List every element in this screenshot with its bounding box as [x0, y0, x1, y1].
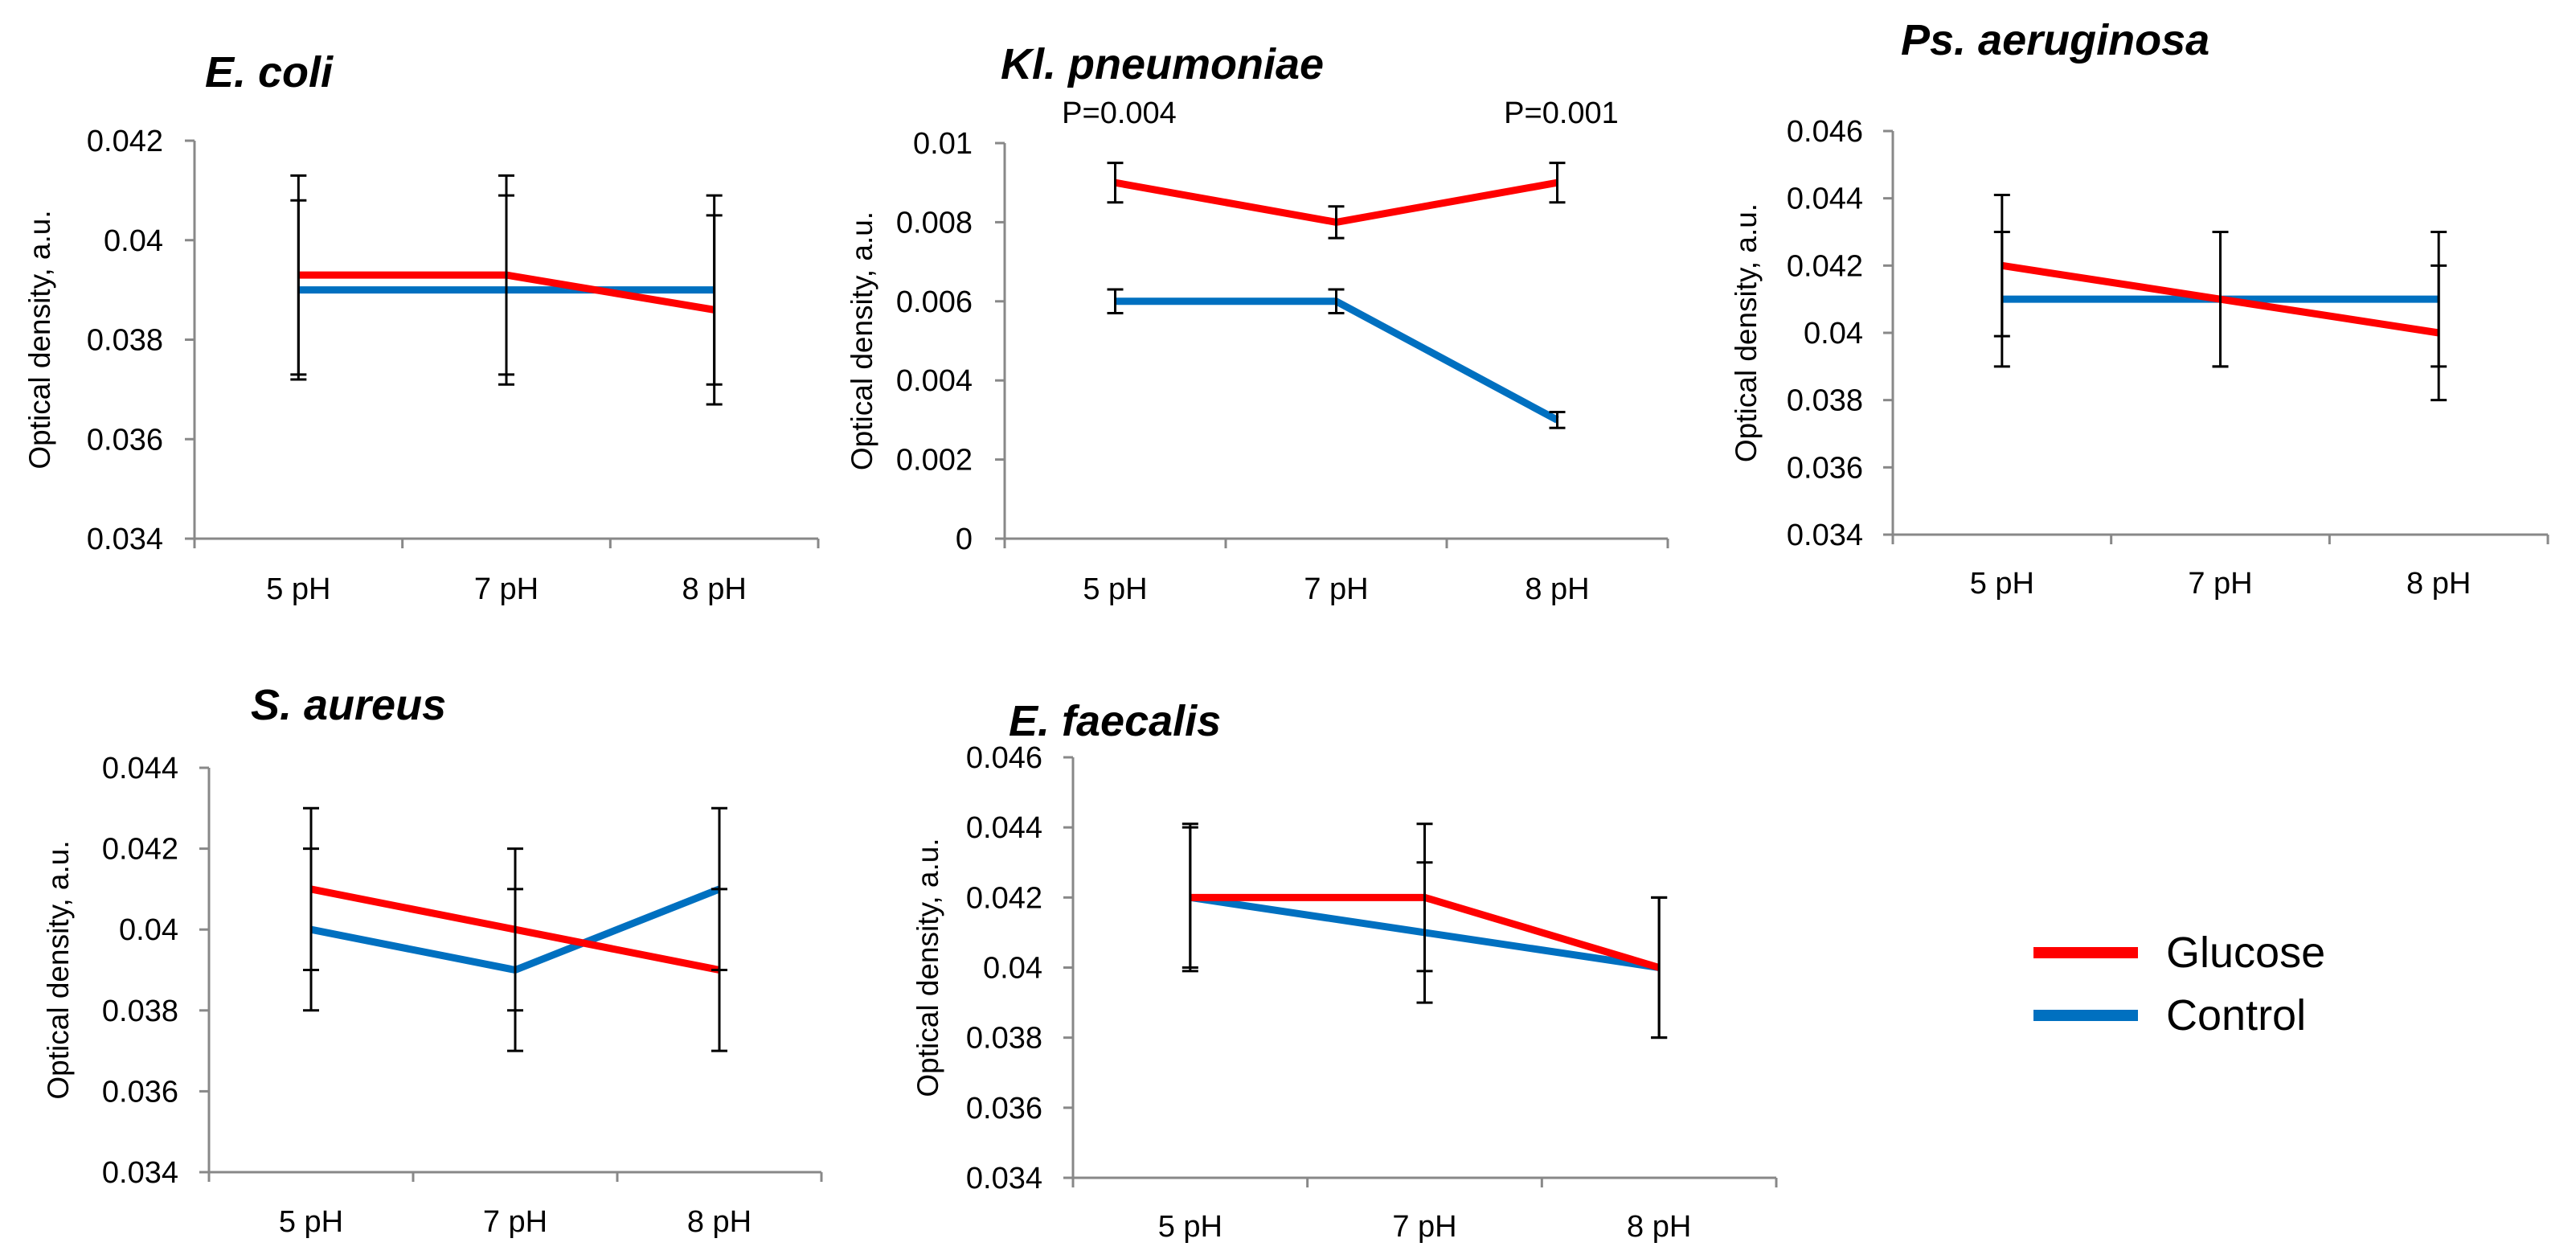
error-bar-control [1651, 896, 1668, 1040]
y-tick-label: 0.008 [896, 206, 973, 240]
y-tick-label: 0.004 [896, 364, 973, 398]
chart-panel: Ps. aeruginosa Optical density, a.u. 0.034… [1730, 16, 2549, 601]
x-tick-label: 5 pH [1158, 1210, 1222, 1244]
x-tick-label: 7 pH [2188, 567, 2252, 601]
x-tick-label: 7 pH [474, 572, 539, 606]
y-tick-label: 0.044 [1787, 182, 1863, 216]
y-tick-label: 0.04 [983, 952, 1042, 986]
error-bar-glucose [1107, 162, 1124, 204]
chart-title: E. faecalis [1009, 697, 1221, 745]
error-bar-control [498, 194, 514, 386]
y-axis-label: Optical density, a.u. [1730, 203, 1763, 462]
x-tick-label: 8 pH [1627, 1210, 1691, 1244]
x-tick-label: 7 pH [1392, 1210, 1456, 1244]
y-tick-label: 0.038 [966, 1022, 1042, 1056]
y-tick-label: 0.038 [1787, 384, 1863, 418]
y-axis-label: Optical density, a.u. [23, 210, 56, 469]
y-tick-label: 0.036 [966, 1092, 1042, 1126]
p-value-annotation: P=0.001 [1504, 96, 1619, 130]
x-tick-label: 8 pH [2406, 567, 2471, 601]
error-bar-control [2431, 231, 2447, 368]
x-tick-label: 5 pH [266, 572, 330, 606]
error-bar-control [1549, 411, 1566, 429]
x-tick-label: 8 pH [682, 572, 747, 606]
chart-title: S. aureus [251, 681, 446, 729]
y-tick-label: 0.034 [1787, 519, 1863, 552]
y-tick-label: 0.044 [102, 752, 178, 785]
error-bar-glucose [1549, 162, 1566, 204]
y-axis-label: Optical density, a.u. [42, 840, 75, 1099]
x-tick-label: 7 pH [483, 1205, 547, 1239]
legend-label-glucose: Glucose [2166, 929, 2325, 977]
y-tick-label: 0 [956, 523, 973, 556]
y-tick-label: 0.046 [966, 741, 1042, 775]
legend: Glucose Control [2033, 929, 2325, 1040]
error-bar-control [1107, 288, 1124, 315]
chart-title: Ps. aeruginosa [1901, 16, 2209, 64]
y-tick-label: 0.04 [104, 224, 163, 258]
y-tick-label: 0.044 [966, 811, 1042, 845]
y-tick-label: 0.042 [966, 881, 1042, 915]
chart-title: E. coli [205, 48, 334, 96]
chart-panel: S. aureus Optical density, a.u. 0.034 0.036… [42, 681, 823, 1239]
chart-panel: E. coli Optical density, a.u. 0.034 0.036 0.… [23, 48, 820, 606]
y-tick-label: 0.036 [1787, 451, 1863, 485]
y-tick-label: 0.01 [913, 127, 973, 161]
p-value-annotation: P=0.004 [1062, 96, 1177, 130]
x-tick-label: 7 pH [1304, 572, 1368, 606]
error-bar-control [1182, 826, 1198, 969]
y-axis-label: Optical density, a.u. [911, 838, 944, 1097]
y-tick-label: 0.002 [896, 444, 973, 478]
y-tick-label: 0.034 [966, 1162, 1042, 1195]
y-tick-label: 0.006 [896, 285, 973, 319]
y-tick-label: 0.04 [1804, 317, 1863, 351]
error-bar-control [1993, 231, 2010, 368]
y-tick-label: 0.04 [119, 913, 178, 947]
error-bar-control [290, 199, 307, 381]
y-tick-label: 0.036 [87, 423, 163, 457]
x-tick-label: 8 pH [687, 1205, 752, 1239]
y-tick-label: 0.038 [87, 324, 163, 358]
y-tick-label: 0.042 [87, 125, 163, 158]
y-tick-label: 0.036 [102, 1075, 178, 1109]
series-line-control [1115, 297, 1559, 424]
error-bar-control [303, 847, 319, 1012]
error-bar-control [711, 806, 727, 971]
y-tick-label: 0.038 [102, 994, 178, 1028]
error-bar-control [2212, 231, 2229, 368]
x-tick-label: 8 pH [1525, 572, 1589, 606]
chart-panels: E. coli Optical density, a.u. 0.034 0.036 0.… [23, 16, 2549, 1244]
x-tick-label: 5 pH [1970, 567, 2034, 601]
error-bar-control [507, 888, 523, 1052]
error-bar-glucose [1328, 205, 1345, 240]
y-tick-label: 0.042 [1787, 249, 1863, 283]
chart-title: Kl. pneumoniae [1001, 40, 1324, 88]
legend-label-control: Control [2166, 991, 2306, 1040]
x-tick-label: 5 pH [279, 1205, 343, 1239]
y-tick-label: 0.034 [102, 1156, 178, 1190]
error-bar-control [706, 194, 723, 386]
chart-panel: E. faecalis Optical density, a.u. 0.034 0.0… [911, 697, 1778, 1244]
y-tick-label: 0.042 [102, 833, 178, 867]
chart-panel: Kl. pneumoniae Optical density, a.u. 0 0.00… [846, 40, 1669, 606]
error-bar-control [1328, 288, 1345, 315]
y-tick-label: 0.034 [87, 523, 163, 556]
y-axis-label: Optical density, a.u. [846, 211, 878, 470]
x-tick-label: 5 pH [1083, 572, 1147, 606]
error-bar-control [1416, 861, 1433, 1004]
y-tick-label: 0.046 [1787, 115, 1863, 149]
